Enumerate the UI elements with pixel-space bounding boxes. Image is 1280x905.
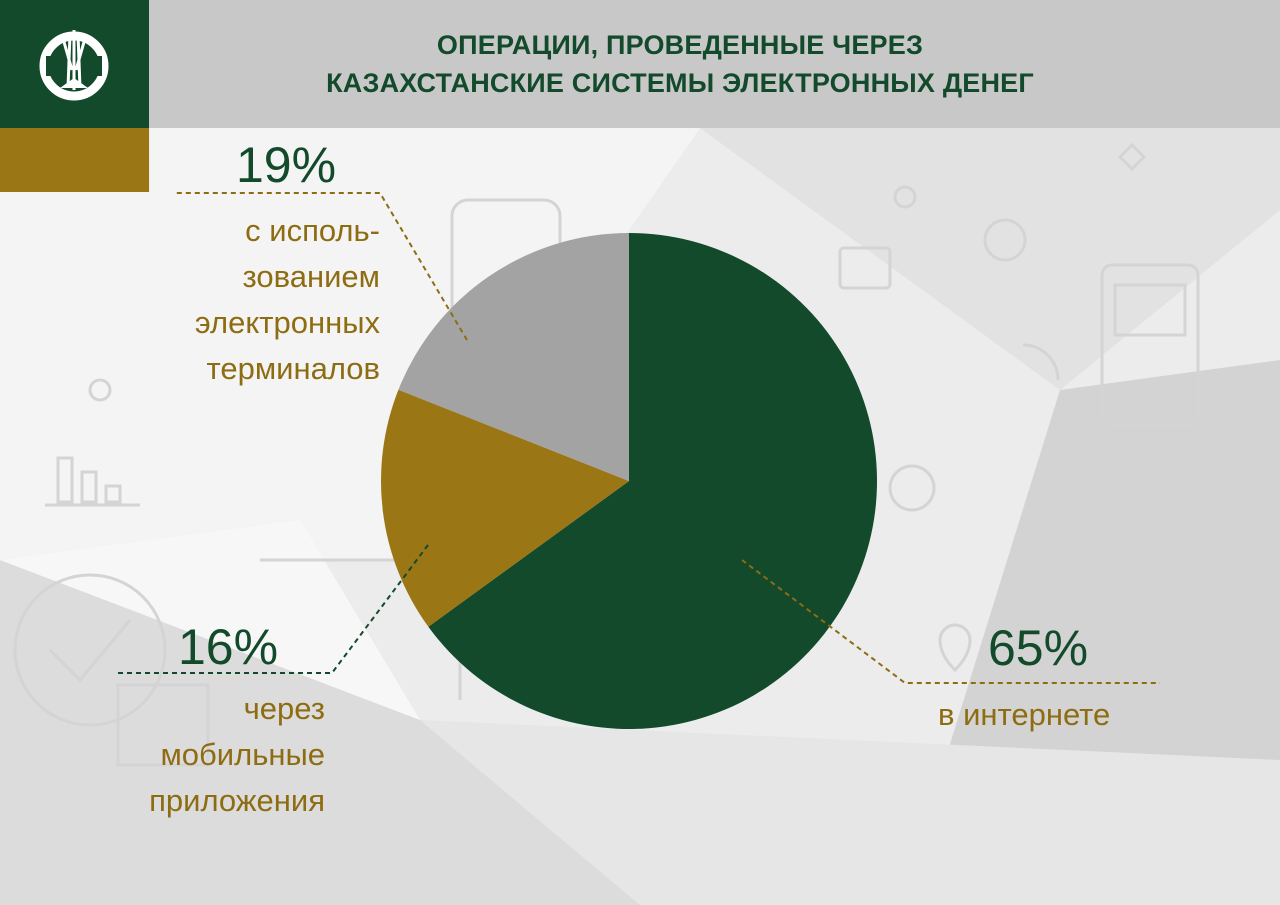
pct-label-terminals: 19%: [236, 137, 337, 193]
pie-slice-internet: [428, 233, 877, 730]
title-line-1: ОПЕРАЦИИ, ПРОВЕДЕННЫЕ ЧЕРЕЗ: [436, 30, 924, 60]
desc-line: терминалов: [206, 351, 380, 386]
desc-line: мобильные: [160, 737, 325, 772]
pie-slice-mobile: [381, 389, 629, 627]
logo-panel: [0, 0, 149, 128]
page-title: ОПЕРАЦИИ, ПРОВЕДЕННЫЕ ЧЕРЕЗ КАЗАХСТАНСКИ…: [180, 26, 1180, 102]
desc-line: в интернете: [938, 697, 1111, 732]
pct-label-mobile: 16%: [178, 619, 279, 675]
desc-label-terminals: с исполь- зованием электронных терминало…: [195, 208, 380, 392]
leader-line-terminals: [175, 192, 468, 341]
desc-line: электронных: [194, 305, 380, 340]
desc-label-mobile: через мобильные приложения: [149, 686, 325, 824]
desc-line: приложения: [149, 783, 325, 818]
bank-logo-icon: [39, 30, 109, 101]
title-line-2: КАЗАХСТАНСКИЕ СИСТЕМЫ ЭЛЕКТРОННЫХ ДЕНЕГ: [326, 68, 1034, 98]
desc-line: через: [243, 691, 325, 726]
accent-block: [0, 128, 149, 192]
desc-label-internet: в интернете: [938, 692, 1110, 738]
header-bar: [0, 0, 1280, 128]
desc-line: зованием: [242, 259, 380, 294]
pie-slice-terminals: [398, 232, 629, 481]
pct-label-internet: 65%: [988, 620, 1089, 676]
desc-line: с исполь-: [245, 213, 380, 248]
